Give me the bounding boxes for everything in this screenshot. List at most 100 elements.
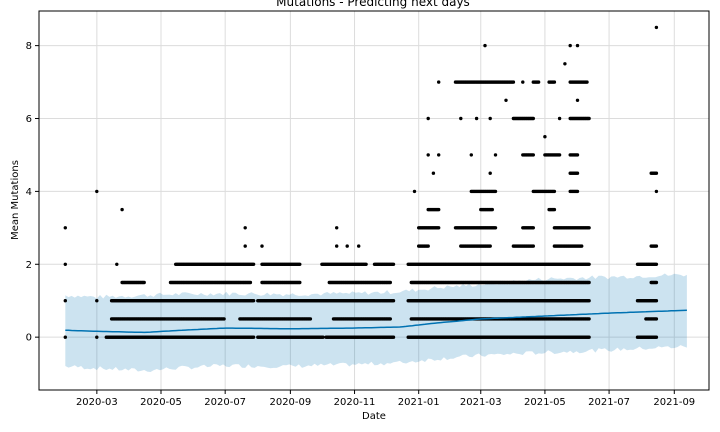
data-point xyxy=(426,153,430,157)
data-point xyxy=(437,80,441,84)
plot-frame xyxy=(38,10,710,391)
data-point xyxy=(654,244,659,248)
data-point xyxy=(469,153,473,157)
x-tick-label: 2020-11 xyxy=(334,397,376,408)
data-point xyxy=(248,280,253,285)
data-point xyxy=(504,98,508,103)
x-tick-label: 2020-09 xyxy=(269,397,311,408)
data-point xyxy=(587,116,591,121)
data-point xyxy=(412,189,417,194)
data-point xyxy=(222,317,226,321)
data-point xyxy=(575,171,580,175)
data-point xyxy=(488,244,492,248)
data-point xyxy=(431,171,436,175)
data-point xyxy=(388,280,392,285)
data-point xyxy=(437,153,441,157)
x-tick-label: 2021-09 xyxy=(653,397,695,408)
data-point xyxy=(243,226,247,230)
uncertainty-band-area xyxy=(65,273,687,372)
x-tick-label: 2021-01 xyxy=(398,397,440,408)
data-point xyxy=(575,153,580,157)
data-point xyxy=(536,80,541,84)
data-point xyxy=(552,80,557,84)
data-point xyxy=(95,189,99,194)
data-point xyxy=(587,280,591,285)
data-point xyxy=(115,262,119,266)
x-tick-label: 2020-03 xyxy=(76,397,118,408)
x-axis-label: Date xyxy=(362,411,386,422)
data-point xyxy=(493,153,498,157)
data-point xyxy=(654,189,659,194)
data-point xyxy=(357,244,361,248)
data-point xyxy=(543,135,547,139)
data-point xyxy=(654,299,659,303)
data-point xyxy=(511,80,516,84)
data-point xyxy=(95,299,99,303)
data-point xyxy=(587,262,591,266)
data-point xyxy=(575,98,580,103)
data-point xyxy=(251,262,256,266)
data-point xyxy=(142,280,146,285)
data-point xyxy=(654,25,659,30)
data-point xyxy=(654,335,659,339)
data-point xyxy=(488,116,492,121)
data-point xyxy=(345,244,349,248)
data-point xyxy=(298,280,302,285)
data-point xyxy=(63,262,67,266)
observed-points xyxy=(63,25,659,339)
data-point xyxy=(585,80,589,84)
data-point xyxy=(531,244,535,248)
data-point xyxy=(251,335,256,339)
data-point xyxy=(63,226,67,230)
data-point xyxy=(426,244,430,248)
data-point xyxy=(557,116,562,121)
data-point xyxy=(260,244,264,248)
data-point xyxy=(531,153,535,157)
data-point xyxy=(120,207,124,212)
x-tick-label: 2020-07 xyxy=(204,397,246,408)
data-point xyxy=(552,207,557,212)
data-point xyxy=(488,171,492,175)
y-tick-label: 8 xyxy=(26,41,32,52)
y-axis-ticks: 0 2 4 6 8 xyxy=(26,41,39,344)
data-point xyxy=(474,116,479,121)
x-tick-label: 2021-07 xyxy=(588,397,630,408)
y-tick-label: 2 xyxy=(26,260,32,271)
data-point xyxy=(437,226,441,230)
data-point xyxy=(490,207,494,212)
data-point xyxy=(531,116,535,121)
data-point xyxy=(531,226,535,230)
data-point xyxy=(654,280,659,285)
data-point xyxy=(335,226,339,230)
x-tick-label: 2021-05 xyxy=(524,397,566,408)
data-point xyxy=(587,226,591,230)
data-point xyxy=(63,335,67,339)
x-axis-ticks: 2020-03 2020-05 2020-07 2020-09 2020-11 2021-… xyxy=(76,390,695,408)
data-point xyxy=(521,80,525,84)
data-point xyxy=(587,317,591,321)
data-point xyxy=(580,244,584,248)
data-point xyxy=(426,116,430,121)
data-point xyxy=(308,317,313,321)
data-point xyxy=(391,335,396,339)
data-point xyxy=(587,335,591,339)
data-point xyxy=(483,43,487,48)
uncertainty-band xyxy=(65,273,687,372)
data-point xyxy=(251,299,256,303)
data-point xyxy=(568,43,572,48)
data-point xyxy=(557,153,562,157)
data-point xyxy=(459,116,463,121)
data-point xyxy=(364,262,368,266)
data-point xyxy=(587,299,591,303)
x-tick-label: 2021-03 xyxy=(460,397,502,408)
trend-line xyxy=(65,309,687,334)
data-point xyxy=(437,207,441,212)
y-tick-label: 0 xyxy=(26,333,32,344)
data-point xyxy=(654,262,659,266)
data-point xyxy=(575,43,580,48)
data-point xyxy=(654,317,659,321)
forecast-trend xyxy=(65,309,687,334)
y-axis-label: Mean Mutations xyxy=(10,160,21,240)
data-point xyxy=(493,226,498,230)
data-point xyxy=(552,189,557,194)
